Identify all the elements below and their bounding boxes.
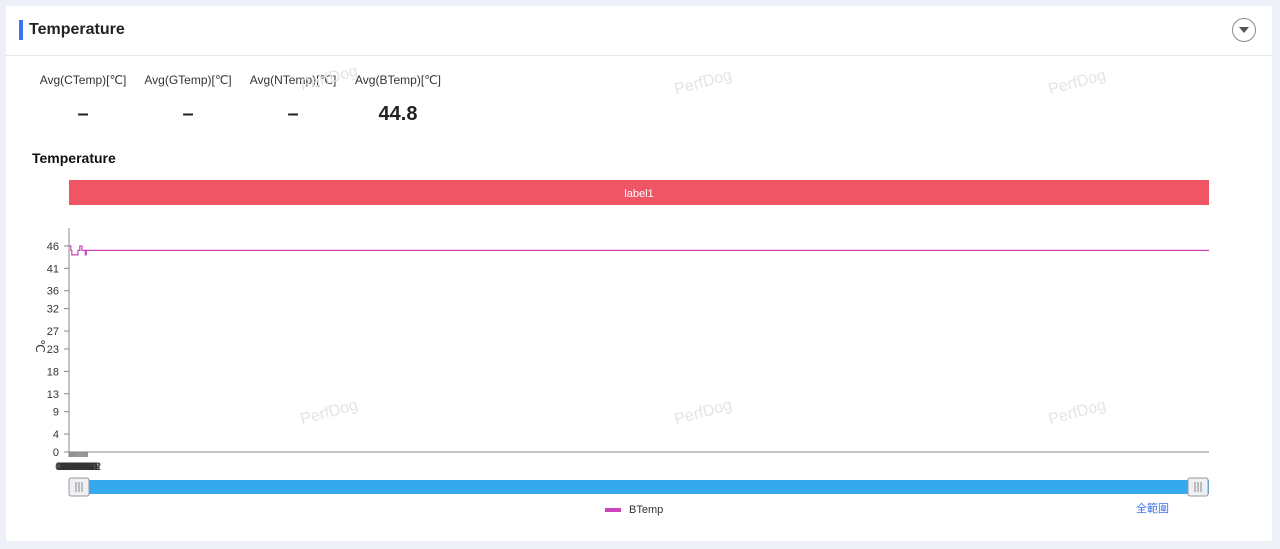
chevron-down-icon — [1239, 27, 1249, 33]
x-tick-label: 07:20 — [65, 461, 93, 473]
legend-label-btemp[interactable]: BTemp — [629, 504, 663, 516]
stat-value: 44.8 — [378, 103, 418, 125]
stat-value: – — [182, 103, 194, 125]
y-tick-label: 23 — [47, 344, 59, 356]
y-tick-label: 0 — [53, 447, 59, 459]
y-axis-label: ℃ — [33, 339, 47, 352]
stat-avg-gtemp: Avg(GTemp)[℃] – — [135, 72, 241, 126]
x-axis: 00:0000:4401:2802:1202:5603:4004:2405:08… — [55, 451, 1209, 473]
stat-label: Avg(GTemp)[℃] — [144, 73, 232, 87]
series-line-btemp — [69, 245, 1209, 256]
card-header: Temperature — [6, 6, 1272, 56]
x-tick-label: 01:28 — [57, 461, 85, 473]
stat-value: – — [77, 103, 89, 125]
x-tick-label: 08:48 — [67, 461, 95, 473]
y-tick-label: 18 — [47, 366, 59, 378]
stat-label: Avg(CTemp)[℃] — [39, 73, 127, 87]
header-accent-bar — [19, 20, 23, 40]
zoom-handle-right[interactable] — [1187, 477, 1209, 497]
stat-value: – — [287, 103, 299, 125]
zoom-slider-track[interactable] — [69, 480, 1209, 494]
stat-label: Avg(NTemp)[℃] — [249, 73, 337, 87]
collapse-button[interactable] — [1232, 18, 1256, 42]
x-tick-label: 11:44 — [72, 461, 99, 473]
label-band-text: label1 — [624, 188, 653, 200]
x-tick-label: 05:08 — [62, 461, 90, 473]
chart-title: Temperature — [32, 150, 116, 166]
stat-avg-ctemp: Avg(CTemp)[℃] – — [30, 72, 136, 126]
x-tick-label: 03:40 — [60, 461, 88, 473]
x-tick-label: 00:44 — [56, 461, 84, 473]
y-tick-label: 13 — [47, 389, 59, 401]
y-tick-label: 27 — [47, 326, 59, 338]
legend-swatch-btemp — [605, 508, 621, 512]
x-tick-label: 10:16 — [70, 461, 98, 473]
x-tick-label: 11:00 — [71, 461, 98, 473]
stat-label: Avg(BTemp)[℃] — [355, 73, 441, 87]
zoom-reset-link[interactable]: 全範圍 — [1136, 501, 1169, 515]
x-tick-label: 13:12 — [74, 461, 102, 473]
x-tick-label: 08:04 — [66, 461, 94, 473]
x-tick-label: 12:28 — [73, 461, 101, 473]
y-tick-label: 41 — [47, 263, 59, 275]
y-tick-label: 9 — [53, 407, 59, 419]
y-tick-label: 32 — [47, 304, 59, 316]
label-band — [69, 180, 1209, 205]
x-tick-label: 02:56 — [59, 461, 87, 473]
x-tick-label: 04:24 — [61, 461, 89, 473]
y-tick-label: 36 — [47, 286, 59, 298]
zoom-handle-left[interactable] — [68, 477, 90, 497]
x-tick-label: 09:32 — [69, 461, 97, 473]
stat-avg-btemp: Avg(BTemp)[℃] 44.8 — [345, 72, 451, 126]
x-tick-label: 05:52 — [63, 461, 91, 473]
card-title: Temperature — [29, 21, 125, 38]
x-tick-label: 00:00 — [55, 461, 83, 473]
y-axis: 0 4 9 13 18 23 27 32 36 41 46 — [47, 228, 70, 459]
y-tick-label: 46 — [47, 241, 59, 253]
x-tick-label: 02:12 — [58, 461, 86, 473]
stat-avg-ntemp: Avg(NTemp)[℃] – — [240, 72, 346, 126]
x-tick-label: 06:36 — [64, 461, 92, 473]
y-tick-label: 4 — [53, 429, 59, 441]
